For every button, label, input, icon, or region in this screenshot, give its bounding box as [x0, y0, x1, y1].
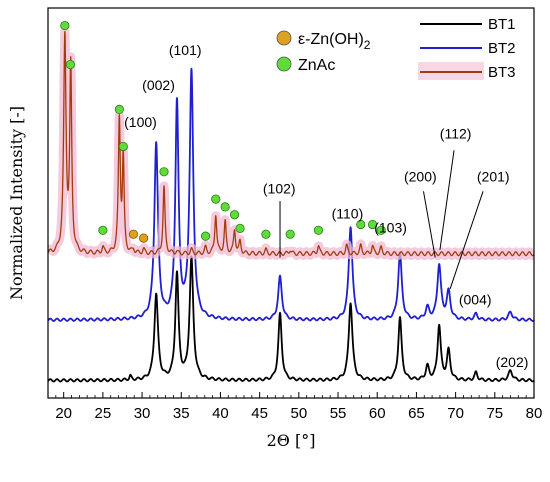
legend-marker-text: ε-Zn(OH): [298, 31, 364, 48]
peak-label: (100): [124, 114, 157, 130]
x-tick-label: 40: [212, 405, 229, 422]
peak-leader-line: [449, 191, 484, 289]
znac-marker: [376, 225, 386, 235]
x-tick-label: 30: [134, 405, 151, 422]
y-axis-label: Normalized Intensity [-]: [7, 106, 26, 300]
peak-label: (101): [169, 42, 202, 58]
peak-label: (102): [263, 180, 296, 196]
peak-label: (200): [404, 169, 437, 185]
legend-marker-label: ZnAc: [298, 57, 335, 74]
legend-series-label: BT2: [488, 40, 516, 57]
plot-area: [48, 20, 534, 383]
series-legend: BT1 BT2 BT3: [418, 16, 516, 81]
znac-marker: [229, 210, 240, 220]
legend-marker-subscript: 2: [364, 38, 371, 52]
x-tick-label: 70: [447, 405, 464, 422]
znac-marker: [118, 141, 128, 152]
x-tick-label: 45: [251, 405, 268, 422]
peak-label: (002): [142, 77, 175, 93]
znac-marker: [285, 229, 295, 239]
x-tick-label: 25: [95, 405, 112, 422]
x-tick-label: 75: [486, 405, 503, 422]
x-tick-label: 55: [330, 405, 347, 422]
znac-marker: [98, 225, 108, 235]
legend-series-label: BT3: [488, 64, 516, 81]
znac-marker: [159, 167, 169, 177]
znac-marker: [65, 59, 75, 70]
x-tick-label: 80: [526, 405, 543, 422]
epsilon-zn-oh2-marker: [139, 233, 149, 243]
peak-leader-line: [422, 191, 436, 258]
legend-marker-swatch: [276, 30, 292, 46]
znac-marker: [200, 231, 211, 241]
legend-marker-swatch: [276, 56, 292, 72]
znac-marker: [211, 194, 221, 204]
peak-label: (110): [332, 206, 364, 222]
znac-marker: [261, 229, 271, 239]
x-axis-label: 2Θ [°]: [267, 431, 316, 450]
x-axis-ticks: 20 25 30 35 40 45 50 55 60 65 70 75 80: [55, 392, 542, 422]
peak-leader-line: [439, 150, 455, 250]
epsilon-zn-oh2-marker: [128, 229, 139, 239]
znac-marker: [313, 225, 324, 235]
znac-marker: [356, 219, 366, 230]
series-line-bt2: [48, 67, 534, 322]
marker-legend: ε-Zn(OH)2 ZnAc: [276, 30, 371, 74]
znac-marker: [235, 223, 245, 233]
x-tick-label: 65: [408, 405, 425, 422]
peak-label: (004): [459, 291, 492, 307]
znac-marker: [114, 104, 124, 115]
x-tick-label: 50: [290, 405, 307, 422]
x-tick-label: 35: [173, 405, 190, 422]
legend-marker-label: ε-Zn(OH)2: [298, 31, 371, 52]
peak-label: (103): [374, 219, 407, 235]
peak-label: (201): [477, 169, 510, 185]
znac-marker: [220, 202, 230, 212]
x-tick-label: 60: [369, 405, 386, 422]
x-tick-label: 20: [55, 405, 72, 422]
peak-label: (112): [440, 126, 472, 142]
peak-label: (202): [496, 354, 529, 370]
legend-series-label: BT1: [488, 16, 516, 33]
series-line-bt3: [48, 30, 534, 257]
znac-marker: [367, 219, 378, 230]
legend-marker-text: ZnAc: [298, 57, 335, 74]
series-line-bt1: [48, 255, 534, 383]
peak-annotations: (100) (002) (101) (102) (110) (103) (200) (112)…: [124, 42, 528, 370]
znac-marker: [60, 20, 70, 31]
